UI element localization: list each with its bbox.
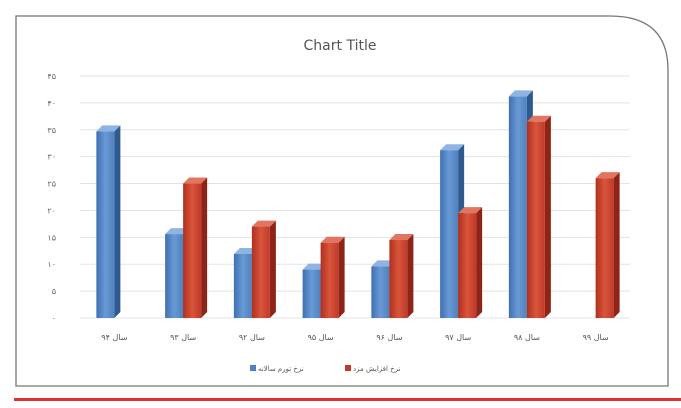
y-tick-label: ۱۰ — [47, 260, 56, 269]
bar-top — [251, 220, 276, 227]
bar-series-2 — [251, 226, 270, 318]
bar-top — [320, 236, 345, 243]
bar-side — [114, 125, 121, 318]
y-tick-label: ۲۵ — [47, 180, 56, 189]
x-tick-labels: سال ۹۴ سال ۹۳ سال ۹۲ سال ۹۵ سال ۹۶ سال ۹۷ سال … — [101, 333, 609, 342]
y-tick-label: ۱۵ — [47, 233, 56, 242]
x-tick-label: سال ۹۷ — [445, 333, 471, 342]
y-tick-label: ۵ — [52, 287, 56, 296]
bar-series-2 — [320, 242, 339, 318]
bar-series-1 — [440, 150, 459, 318]
y-tick-label: ۳۵ — [47, 126, 56, 135]
y-tick-label: ۴۰ — [47, 99, 56, 108]
accent-line — [14, 398, 681, 401]
bar-series-1 — [371, 266, 390, 318]
x-tick-label: سال ۹۴ — [101, 333, 127, 342]
bar-top — [526, 115, 551, 122]
bar-series-2 — [458, 213, 477, 318]
y-tick-labels: ۰ ۵ ۱۰ ۱۵ ۲۰ ۲۵ ۳۰ ۳۵ ۴۰ ۴۵ — [47, 72, 56, 323]
y-tick-label: ۲۰ — [47, 206, 56, 215]
x-tick-label: سال ۹۳ — [170, 333, 196, 342]
x-tick-label: سال ۹۸ — [514, 333, 540, 342]
legend-label-series-1: نرخ تورم سالانه — [258, 365, 304, 373]
bar-side — [407, 234, 414, 318]
legend-swatch-series-1 — [250, 365, 256, 371]
bar-series-2 — [389, 240, 408, 318]
bar-series-1 — [508, 96, 527, 319]
y-tick-label: ۰ — [52, 314, 56, 323]
bar-series-2 — [183, 183, 202, 318]
bar-side — [544, 115, 551, 318]
bar-series-2 — [595, 178, 614, 318]
bars — [96, 90, 620, 319]
x-tick-label: سال ۹۵ — [308, 333, 334, 342]
bar-series-1 — [165, 234, 184, 318]
bar-top — [389, 234, 414, 241]
bar-top — [508, 90, 533, 97]
x-tick-label: سال ۹۶ — [376, 333, 402, 342]
bar-side — [269, 220, 276, 318]
bar-top — [96, 125, 121, 132]
bar-series-2 — [526, 121, 545, 318]
bar-top — [440, 144, 465, 151]
y-tick-label: ۴۵ — [47, 72, 56, 81]
bar-side — [201, 177, 208, 318]
bar-series-1 — [96, 131, 115, 318]
bar-side — [613, 172, 620, 318]
bar-top — [595, 172, 620, 179]
bar-side — [338, 236, 345, 318]
x-tick-label: سال ۹۲ — [239, 333, 265, 342]
legend-swatch-series-2 — [345, 365, 351, 371]
bar-top — [458, 207, 483, 214]
x-tick-label: سال ۹۹ — [583, 333, 609, 342]
y-tick-label: ۳۰ — [47, 153, 56, 162]
bar-series-1 — [302, 269, 321, 318]
bar-side — [476, 207, 483, 318]
bar-top — [183, 177, 208, 184]
legend: نرخ تورم سالانه نرخ افزایش مزد — [250, 365, 401, 373]
bar-series-1 — [233, 254, 252, 318]
chart-title: Chart Title — [304, 38, 377, 54]
legend-label-series-2: نرخ افزایش مزد — [353, 365, 401, 373]
